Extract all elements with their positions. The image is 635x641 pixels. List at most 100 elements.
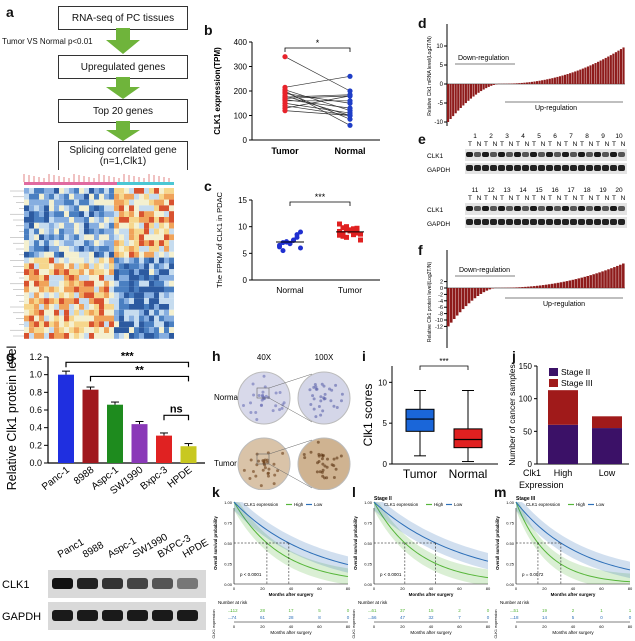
heatmap-cell [169,199,174,206]
lane-t-label: T [580,141,584,148]
waterfall-bar [619,264,622,288]
heatmap-cell [64,280,69,287]
heatmap-cell [144,263,149,270]
heatmap-cell [44,222,49,229]
gapdh-band [77,610,98,621]
heatmap-cell [159,315,164,322]
km-low-curve [233,501,349,566]
heatmap-cell [29,298,34,304]
heatmap-cell [144,193,149,200]
heatmap-cell [39,292,44,299]
km-high-curve [373,501,489,579]
heatmap-cell [99,286,104,293]
tissue-speckle [312,407,316,411]
heatmap-cell [164,199,169,206]
clk1-band [610,152,617,157]
heatmap-cell [64,321,69,328]
gapdh-band [546,165,553,171]
heatmap-cell [144,327,149,333]
heatmap-cell [74,304,79,310]
significance-label: ** [135,364,144,376]
heatmap-cell [159,205,164,212]
heatmap-cell [124,205,129,212]
heatmap-cell [34,251,39,258]
waterfall-bar [464,84,467,104]
tissue-speckle [323,464,327,468]
heatmap-cell [149,304,154,310]
heatmap-cell [49,327,54,333]
lane-number: 10 [615,133,623,140]
clk1-band [514,152,521,157]
waterfall-bar [597,61,600,84]
clk1-band [102,578,123,589]
heatmap-cell [34,321,39,328]
heatmap-cell [69,228,74,235]
heatmap-cell [129,286,134,293]
pair-line [284,102,351,114]
heatmap-cell [119,298,124,304]
panel-a-letter: a [6,4,14,20]
heatmap-cell [104,286,109,293]
heatmap-cell [24,263,29,270]
heatmap-cell [134,263,139,270]
heatmap-cell [119,193,124,200]
waterfall-bar [602,59,605,84]
heatmap-cell [94,321,99,328]
gapdh-band [594,219,601,225]
gapdh-band [586,219,593,225]
heatmap-cell [69,315,74,322]
heatmap-cell [134,211,139,217]
heatmap-cell [109,263,114,270]
heatmap-cell [94,309,99,316]
heatmap-cell [34,205,39,212]
heatmap-cell [69,251,74,258]
waterfall-bar [612,53,615,84]
heatmap-cell [114,269,119,275]
heatmap-cell [99,188,104,194]
heatmap-cell [24,315,29,322]
y-tick-label: -2 [438,292,443,298]
heatmap-cell [74,286,79,293]
heatmap-cell [64,315,69,322]
heatmap-cell [104,292,109,299]
heatmap-cell [134,315,139,322]
waterfall-bar [579,69,582,84]
clk1-band [530,152,537,157]
heatmap-cell [144,222,149,229]
waterfall-bar [464,288,468,307]
tumor-point [340,225,346,231]
y-axis-label: Clk1 scores [361,384,375,447]
heatmap-cell [104,199,109,206]
heatmap-cell [159,263,164,270]
heatmap-cell [39,333,44,339]
y-tick-label: 10 [238,223,247,232]
waterfall-bar [457,84,460,111]
heatmap-cell [34,199,39,206]
heatmap-cell [109,257,114,264]
row-label-gapdh: GAPDH [427,221,450,228]
heatmap-cell [29,217,34,223]
heatmap-cell [79,292,84,299]
heatmap-cell [84,211,89,217]
heatmap-cell [89,188,94,194]
heatmap-cell [74,275,79,281]
risk-x-tick-label: 80 [346,624,351,629]
heatmap-cell [104,240,109,246]
waterfall-bar [533,286,536,288]
panel-h-letter: h [212,348,221,364]
heatmap-cell [49,217,54,223]
y-tick-label: 15 [238,196,247,205]
heatmap-cell [139,333,144,339]
risk-low-count: 18 [513,615,519,620]
box [405,408,435,432]
waterfall-bar [609,55,612,84]
heatmap-cell [44,286,49,293]
heatmap-cell [169,269,174,275]
waterfall-bar [449,288,453,323]
heatmap-cell [144,205,149,212]
x-tick-label: 20 [400,586,405,591]
heatmap-cell [144,269,149,275]
heatmap-cell [169,292,174,299]
risk-low-count: 32 [428,615,434,620]
zoom-line [268,373,313,389]
